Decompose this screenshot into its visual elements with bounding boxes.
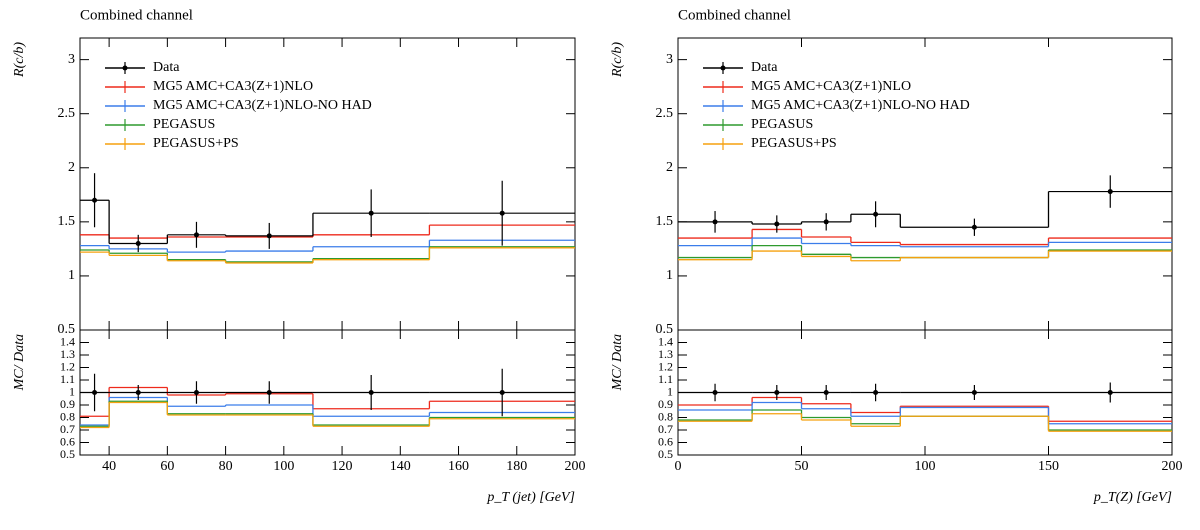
legend-label: Data: [153, 60, 180, 75]
data-point: [873, 211, 879, 217]
data-point: [823, 390, 829, 395]
y-tick-label: 1: [666, 268, 673, 283]
x-tick-label: 50: [795, 459, 809, 474]
y-tick-label: 0.5: [656, 322, 674, 337]
y-tick-label: 1.1: [60, 372, 75, 386]
y-tick-label: 0.6: [60, 434, 75, 448]
data-point: [971, 224, 977, 230]
chart-title: Combined channel: [80, 7, 193, 23]
y-axis-label: MC/ Data: [610, 334, 625, 391]
y-tick-label: 0.6: [658, 434, 673, 448]
data-point: [135, 240, 141, 246]
x-tick-label: 200: [565, 459, 586, 474]
y-tick-label: 2: [68, 160, 75, 175]
y-tick-label: 3: [666, 52, 673, 67]
y-tick-label: 1.3: [658, 347, 673, 361]
data-point: [92, 390, 98, 395]
x-axis-label: p_T(Z) [GeV]: [1093, 490, 1172, 505]
legend-label: MG5 AMC+CA3(Z+1)NLO-NO HAD: [751, 98, 970, 113]
y-tick-label: 0.8: [60, 409, 75, 423]
legend-label: PEGASUS: [153, 117, 215, 132]
data-point: [193, 390, 199, 395]
legend-swatch: [720, 65, 726, 71]
y-tick-label: 3: [68, 52, 75, 67]
data-point: [1107, 390, 1113, 395]
legend-label: PEGASUS+PS: [751, 136, 837, 151]
data-point: [92, 197, 98, 203]
y-axis-label: R(c/b): [12, 42, 27, 78]
y-tick-label: 1.2: [60, 359, 75, 373]
legend-label: Data: [751, 60, 778, 75]
x-axis-label: p_T (jet) [GeV]: [486, 490, 575, 505]
data-point: [1107, 189, 1113, 195]
y-tick-label: 0.8: [658, 409, 673, 423]
data-point: [774, 221, 780, 227]
x-tick-label: 200: [1162, 459, 1183, 474]
y-tick-label: 1: [667, 384, 673, 398]
x-tick-label: 40: [102, 459, 116, 474]
y-axis-label: R(c/b): [610, 42, 625, 78]
data-point: [499, 390, 505, 395]
legend-label: PEGASUS+PS: [153, 136, 239, 151]
legend-label: MG5 AMC+CA3(Z+1)NLO: [153, 79, 313, 94]
data-point: [266, 233, 272, 239]
y-tick-label: 0.5: [58, 322, 76, 337]
y-tick-label: 1: [69, 384, 75, 398]
y-tick-label: 0.9: [658, 397, 673, 411]
y-tick-label: 0.7: [60, 422, 75, 436]
x-tick-label: 0: [675, 459, 682, 474]
data-point: [368, 390, 374, 395]
y-tick-label: 0.5: [60, 447, 75, 461]
y-tick-label: 0.7: [658, 422, 673, 436]
chart-title: Combined channel: [678, 7, 791, 23]
y-tick-label: 1: [68, 268, 75, 283]
x-tick-label: 140: [390, 459, 411, 474]
data-point: [135, 390, 141, 395]
y-tick-label: 2: [666, 160, 673, 175]
y-tick-label: 2.5: [656, 106, 674, 121]
data-point: [266, 390, 272, 395]
data-point: [873, 390, 879, 395]
y-tick-label: 0.5: [658, 447, 673, 461]
data-point: [774, 390, 780, 395]
y-axis-label: MC/ Data: [12, 334, 27, 391]
data-point: [193, 232, 199, 238]
y-tick-label: 1.5: [58, 214, 76, 229]
data-point: [499, 210, 505, 216]
y-tick-label: 1.3: [60, 347, 75, 361]
y-tick-label: 1.4: [60, 334, 75, 348]
data-point: [823, 219, 829, 225]
y-tick-label: 1.2: [658, 359, 673, 373]
x-tick-label: 100: [915, 459, 936, 474]
legend-label: MG5 AMC+CA3(Z+1)NLO: [751, 79, 911, 94]
legend-swatch: [122, 65, 128, 71]
legend-label: MG5 AMC+CA3(Z+1)NLO-NO HAD: [153, 98, 372, 113]
data-point: [712, 390, 718, 395]
y-tick-label: 1.4: [658, 334, 673, 348]
y-tick-label: 0.9: [60, 397, 75, 411]
data-point: [971, 390, 977, 395]
x-tick-label: 180: [506, 459, 527, 474]
legend-label: PEGASUS: [751, 117, 813, 132]
x-tick-label: 60: [160, 459, 174, 474]
data-point: [368, 210, 374, 216]
y-tick-label: 1.5: [656, 214, 674, 229]
y-tick-label: 1.1: [658, 372, 673, 386]
data-point: [712, 219, 718, 225]
x-tick-label: 160: [448, 459, 469, 474]
x-tick-label: 120: [332, 459, 353, 474]
y-tick-label: 2.5: [58, 106, 76, 121]
x-tick-label: 80: [219, 459, 233, 474]
x-tick-label: 100: [273, 459, 294, 474]
x-tick-label: 150: [1038, 459, 1059, 474]
